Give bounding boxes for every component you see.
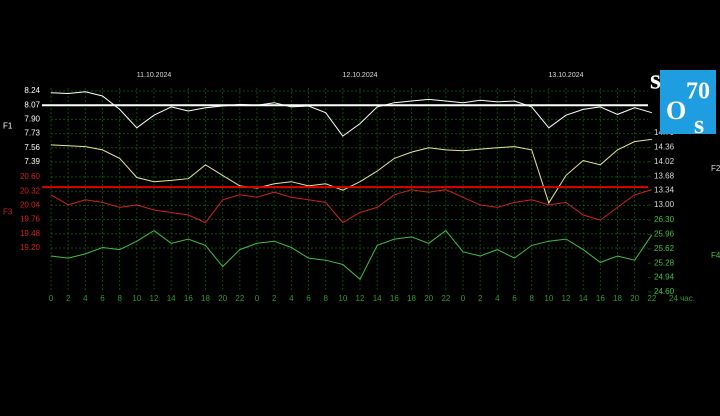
x-tick-label: 10 [338,294,347,303]
x-tick-label: 8 [117,294,122,303]
x-tick-label: 2 [272,294,277,303]
y-tick-label: 24.60 [654,287,675,296]
x-tick-label: 22 [647,294,656,303]
logo-text: s [694,110,704,139]
x-tick-label: 10 [544,294,553,303]
x-tick-label: 2 [66,294,71,303]
y-tick-label: 25.28 [654,258,675,267]
logo-text: 70 [686,79,710,105]
y-tick-label: 13.34 [654,186,675,195]
x-tick-label: 4 [495,294,500,303]
y-tick-label: 7.56 [24,143,40,152]
y-tick-label: 25.62 [654,244,675,253]
y-tick-label: 20.60 [20,172,41,181]
y-tick-label: 20.32 [20,186,41,195]
series-line [50,138,652,205]
x-tick-label: 18 [613,294,622,303]
axis-label: F3 [3,208,13,217]
y-tick-label: 8.07 [24,100,40,109]
x-tick-label: 0 [49,294,54,303]
x-tick-label: 22 [235,294,244,303]
y-tick-label: 20.04 [20,201,41,210]
y-tick-label: 7.90 [24,115,40,124]
y-tick-label: 24.94 [654,273,675,282]
logo-text: s [650,64,661,95]
y-tick-label: 26.30 [654,215,675,224]
x-tick-label: 10 [132,294,141,303]
axis-label: F1 [3,122,13,131]
y-tick-label: 19.48 [20,229,41,238]
x-tick-label: 4 [83,294,88,303]
y-tick-label: 13.00 [654,200,675,209]
y-tick-label: 7.73 [24,129,40,138]
y-tick-label: 8.24 [24,86,40,95]
series-line [50,189,652,224]
axis-label: F2 [711,164,720,173]
logo-badge [660,70,716,134]
x-tick-label: 16 [596,294,605,303]
y-tick-label: 25.96 [654,230,675,239]
x-tick-label: 8 [323,294,328,303]
series-line [50,229,653,281]
date-label: 13.10.2024 [548,72,583,79]
logo-text: O [666,96,686,125]
y-tick-label: 14.36 [654,143,675,152]
y-tick-label: 7.39 [24,157,40,166]
x-tick-label: 20 [424,294,433,303]
x-tick-label: 0 [461,294,466,303]
x-tick-label: 6 [306,294,311,303]
x-tick-label: 14 [373,294,382,303]
x-tick-label: 14 [167,294,176,303]
x-tick-label: 12 [356,294,365,303]
y-tick-label: 14.02 [654,157,675,166]
x-tick-label: 12 [150,294,159,303]
x-tick-label: 2 [478,294,483,303]
x-tick-label: 6 [100,294,105,303]
x-tick-label: 22 [441,294,450,303]
x-tick-label: 20 [630,294,639,303]
x-tick-label: 0 [255,294,260,303]
x-tick-label: 24 час. [669,294,695,303]
x-tick-label: 6 [512,294,517,303]
y-tick-label: 19.20 [20,243,41,252]
x-tick-label: 18 [201,294,210,303]
y-tick-label: 13.68 [654,171,675,180]
x-tick-label: 8 [529,294,534,303]
date-label: 11.10.2024 [137,72,172,79]
y-tick-label: 19.76 [20,215,41,224]
axis-label: F4 [711,251,720,260]
x-tick-label: 16 [390,294,399,303]
x-tick-label: 20 [218,294,227,303]
date-label: 12.10.2024 [342,72,377,79]
x-tick-label: 4 [289,294,294,303]
x-tick-label: 16 [184,294,193,303]
x-tick-label: 14 [579,294,588,303]
x-tick-label: 12 [562,294,571,303]
series-line [50,91,652,137]
x-tick-label: 18 [407,294,416,303]
